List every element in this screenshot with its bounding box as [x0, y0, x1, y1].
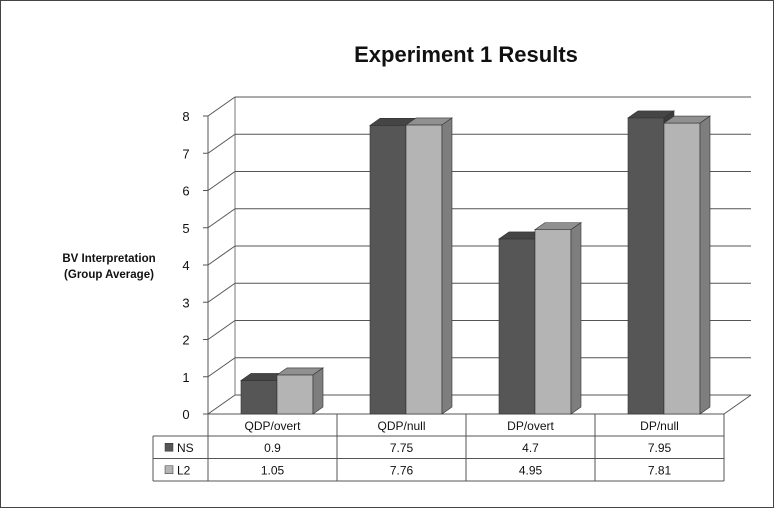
legend-label: L2: [177, 463, 191, 477]
category-label: QDP/null: [377, 419, 425, 433]
gridline-side: [207, 96, 236, 117]
floor-left-edge: [207, 394, 236, 415]
bar-L2-QDP/overt: [276, 367, 324, 415]
legend-swatch: [164, 443, 174, 452]
y-axis-label-line-1: BV Interpretation: [62, 253, 155, 265]
data-label: 7.81: [648, 463, 672, 477]
data-table: QDP/overt QDP/null DP/overt DP/null NS 0.9 7.7…: [152, 414, 725, 482]
legend-label: NS: [177, 441, 194, 455]
data-label: 4.7: [522, 441, 539, 455]
data-label: 0.9: [264, 441, 281, 455]
gridline-side: [207, 245, 236, 266]
y-tick-label: 1: [182, 370, 189, 385]
chart-title: Experiment 1 Results: [354, 42, 578, 67]
legend-swatch: [164, 465, 174, 474]
bar-NS-DP/null: [627, 110, 675, 415]
gridline-side: [207, 208, 236, 229]
y-tick-label: 6: [182, 184, 189, 199]
data-label: 7.75: [390, 441, 414, 455]
category-label: DP/null: [640, 419, 679, 433]
gridline-side: [207, 357, 236, 378]
gridline-side: [207, 133, 236, 154]
category-label: QDP/overt: [244, 419, 301, 433]
category-label: DP/overt: [507, 419, 554, 433]
data-label: 7.95: [648, 441, 672, 455]
y-tick-label: 7: [182, 146, 189, 161]
data-label: 4.95: [519, 463, 543, 477]
y-axis-label-line-2: (Group Average): [64, 269, 154, 281]
gridline-side: [207, 171, 236, 191]
bar-L2-DP/overt: [534, 222, 582, 415]
y-tick-label: 8: [182, 109, 189, 124]
y-tick-label: 0: [182, 407, 189, 422]
y-tick-label: 5: [182, 221, 189, 236]
floor-right-edge: [723, 394, 752, 415]
data-label: 1.05: [261, 463, 285, 477]
bars: [240, 110, 711, 415]
y-tick-label: 3: [182, 295, 189, 310]
bar-L2-DP/null: [663, 115, 711, 415]
gridline-side: [207, 320, 236, 340]
y-tick-label: 4: [182, 258, 189, 273]
y-axis-ticks: 0 1 2 3 4 5 6 7 8: [182, 109, 208, 422]
gridline-side: [207, 282, 236, 303]
bar-L2-QDP/null: [405, 117, 453, 415]
y-tick-label: 2: [182, 333, 189, 348]
data-label: 7.76: [390, 463, 414, 477]
